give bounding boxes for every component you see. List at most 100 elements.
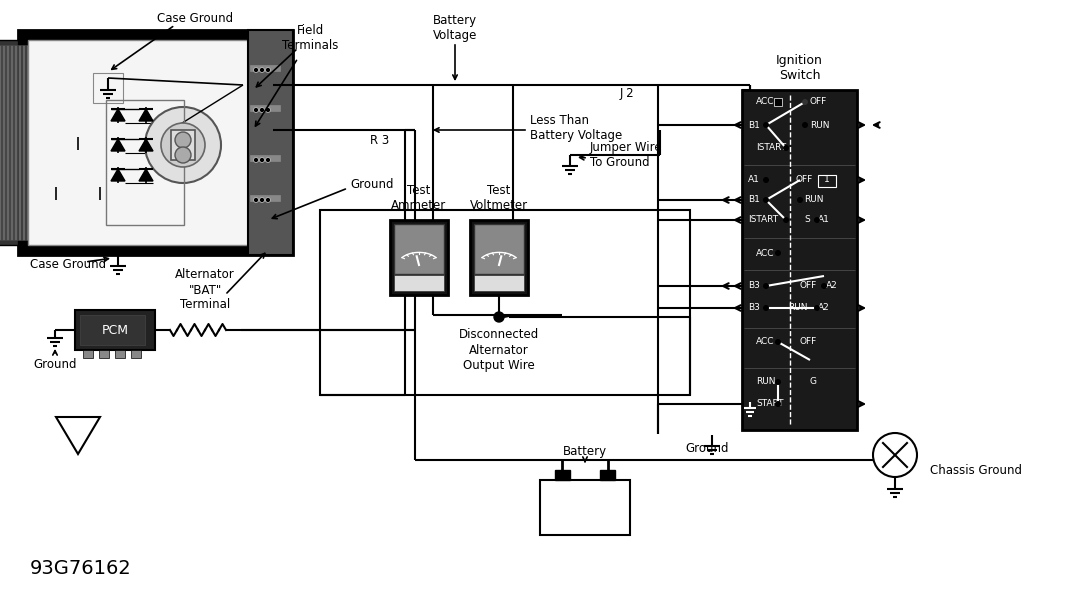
Circle shape (253, 158, 259, 162)
Circle shape (873, 433, 917, 477)
Bar (742, 90, 857, 430)
Text: Field
Terminals: Field Terminals (282, 24, 339, 52)
Bar (2, 45, 5, 240)
Text: R 3: R 3 (371, 133, 390, 147)
Text: ISTART: ISTART (748, 216, 779, 225)
Text: Test
Voltmeter: Test Voltmeter (470, 184, 528, 212)
Bar (474, 224, 524, 274)
Text: A2: A2 (818, 303, 830, 312)
Circle shape (265, 158, 271, 162)
Polygon shape (111, 139, 125, 151)
Polygon shape (111, 169, 125, 181)
Text: Ground: Ground (350, 179, 393, 191)
Text: Case Ground: Case Ground (157, 11, 233, 25)
Circle shape (260, 108, 264, 112)
Text: B3: B3 (748, 281, 759, 291)
Circle shape (783, 145, 789, 151)
Circle shape (265, 198, 271, 202)
Bar (18, 45, 21, 240)
Bar (93, 73, 122, 103)
Text: A1: A1 (818, 216, 830, 225)
Bar (555, 470, 570, 480)
Polygon shape (111, 109, 125, 121)
Text: B1: B1 (748, 121, 759, 129)
Circle shape (775, 339, 781, 345)
Bar (10, 45, 13, 240)
Text: Battery: Battery (563, 446, 607, 458)
Text: Alternator
"BAT"
Terminal: Alternator "BAT" Terminal (175, 269, 235, 312)
Circle shape (175, 147, 191, 163)
Circle shape (797, 197, 803, 203)
Bar (80, 315, 145, 345)
Text: S: S (804, 216, 809, 225)
Circle shape (265, 68, 271, 72)
Circle shape (763, 122, 769, 128)
Text: Test
Ammeter: Test Ammeter (391, 184, 446, 212)
Text: Less Than
Battery Voltage: Less Than Battery Voltage (530, 114, 622, 142)
Circle shape (821, 283, 828, 289)
Bar (99, 350, 109, 358)
Bar (14, 45, 17, 240)
Circle shape (763, 283, 769, 289)
Polygon shape (140, 169, 153, 181)
Text: RUN: RUN (756, 378, 775, 387)
Bar (248, 30, 293, 255)
Text: 93G76162: 93G76162 (30, 559, 132, 577)
Circle shape (260, 68, 264, 72)
Circle shape (145, 107, 222, 183)
Circle shape (260, 158, 264, 162)
Text: B3: B3 (748, 303, 759, 312)
Circle shape (265, 108, 271, 112)
Circle shape (763, 177, 769, 183)
Bar (470, 220, 528, 295)
Circle shape (775, 250, 781, 256)
Polygon shape (140, 139, 153, 151)
Bar (250, 65, 280, 71)
Circle shape (161, 123, 204, 167)
Text: Ignition
Switch: Ignition Switch (776, 54, 823, 82)
Text: B1: B1 (748, 196, 759, 205)
Text: ACC: ACC (756, 97, 774, 106)
Bar (0, 40, 18, 245)
Bar (250, 155, 280, 161)
Bar (83, 350, 93, 358)
Bar (22, 45, 24, 240)
Circle shape (175, 132, 191, 148)
Text: RUN: RUN (810, 121, 830, 129)
Text: Ground: Ground (685, 442, 728, 454)
Text: OFF: OFF (810, 97, 828, 106)
Text: ACC: ACC (756, 338, 774, 347)
Circle shape (763, 197, 769, 203)
Bar (115, 350, 125, 358)
Text: ISTART: ISTART (756, 144, 786, 152)
Text: Disconnected
Alternator
Output Wire: Disconnected Alternator Output Wire (459, 329, 539, 371)
Text: Jumper Wire
To Ground: Jumper Wire To Ground (590, 141, 662, 169)
Text: Chassis Ground: Chassis Ground (930, 463, 1022, 477)
Text: ACC: ACC (756, 248, 774, 257)
Circle shape (783, 217, 789, 223)
Bar (600, 470, 615, 480)
Circle shape (253, 198, 259, 202)
Bar (774, 98, 782, 106)
Text: 1: 1 (824, 176, 830, 184)
Bar (28, 40, 248, 245)
Circle shape (775, 99, 781, 105)
Text: Battery
Voltage: Battery Voltage (432, 14, 477, 42)
Bar (390, 220, 448, 295)
Bar (320, 210, 690, 395)
Bar (250, 105, 280, 111)
Circle shape (260, 198, 264, 202)
Bar (250, 195, 280, 201)
Bar (131, 350, 141, 358)
Circle shape (814, 217, 820, 223)
Bar (394, 224, 444, 274)
Circle shape (763, 305, 769, 311)
Circle shape (775, 401, 781, 407)
Text: START: START (756, 399, 784, 408)
Bar (474, 275, 524, 291)
Text: J 2: J 2 (620, 86, 635, 100)
Circle shape (253, 68, 259, 72)
Text: PCM: PCM (101, 324, 129, 336)
Text: A2: A2 (826, 281, 838, 291)
Bar (30, 45, 33, 240)
